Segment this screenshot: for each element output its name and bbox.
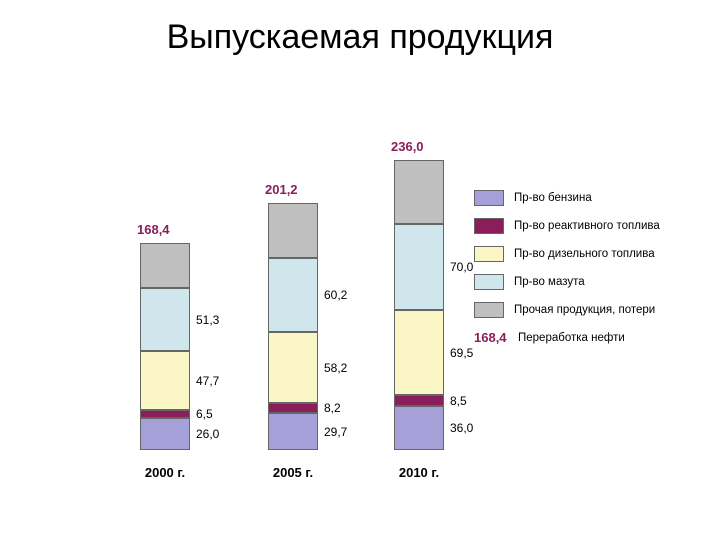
segment-value-label: 36,0 [450, 421, 473, 435]
legend-total-label: Переработка нефти [518, 332, 625, 344]
segment-value-label: 29,7 [324, 425, 347, 439]
bar-segment-other [394, 160, 444, 224]
legend-item: Пр-во дизельного топлива [474, 246, 714, 262]
bar-segment-jetfuel [268, 403, 318, 413]
legend-swatch-mazut [474, 274, 504, 290]
segment-value-label: 69,5 [450, 346, 473, 360]
legend-swatch-gasoline [474, 190, 504, 206]
segment-value-label: 47,7 [196, 374, 219, 388]
bar-segment-diesel [268, 332, 318, 404]
bar-total-label: 236,0 [391, 139, 424, 154]
legend: Пр-во бензина Пр-во реактивного топлива Пр… [474, 190, 714, 357]
bar-segment-jetfuel [140, 410, 190, 418]
legend-label: Прочая продукция, потери [514, 304, 655, 316]
bar-total-label: 168,4 [137, 222, 170, 237]
segment-value-label: 26,0 [196, 427, 219, 441]
legend-label: Пр-во реактивного топлива [514, 220, 660, 232]
bar-segment-gasoline [268, 413, 318, 450]
bar-segment-diesel [140, 351, 190, 410]
legend-total-example: 168,4 [474, 330, 512, 345]
segment-value-label: 60,2 [324, 288, 347, 302]
segment-value-label: 8,2 [324, 401, 341, 415]
slide: Выпускаемая продукция 26,0 6,5 47,7 51,3 168… [0, 0, 720, 540]
year-label: 2005 г. [258, 465, 328, 480]
segment-value-label: 70,0 [450, 260, 473, 274]
bar-total-label: 201,2 [265, 182, 298, 197]
year-label: 2000 г. [130, 465, 200, 480]
segment-value-label: 58,2 [324, 361, 347, 375]
page-title: Выпускаемая продукция [0, 18, 720, 57]
legend-swatch-other [474, 302, 504, 318]
legend-total-row: 168,4 Переработка нефти [474, 330, 714, 345]
bar-segment-gasoline [394, 406, 444, 450]
segment-value-label: 8,5 [450, 394, 467, 408]
bar-segment-mazut [140, 288, 190, 351]
segment-value-label: 51,3 [196, 313, 219, 327]
year-label: 2010 г. [384, 465, 454, 480]
bar-segment-other [268, 203, 318, 258]
stacked-bar-chart: 26,0 6,5 47,7 51,3 168,4 2000 г. 29,7 8,2 58,2 60… [100, 130, 470, 480]
legend-label: Пр-во мазута [514, 276, 585, 288]
legend-label: Пр-во бензина [514, 192, 592, 204]
legend-swatch-jetfuel [474, 218, 504, 234]
bar-segment-mazut [394, 224, 444, 310]
legend-item: Пр-во реактивного топлива [474, 218, 714, 234]
legend-item: Прочая продукция, потери [474, 302, 714, 318]
bar-segment-mazut [268, 258, 318, 332]
legend-swatch-diesel [474, 246, 504, 262]
legend-item: Пр-во бензина [474, 190, 714, 206]
bar-segment-diesel [394, 310, 444, 395]
legend-item: Пр-во мазута [474, 274, 714, 290]
bar-segment-other [140, 243, 190, 288]
legend-label: Пр-во дизельного топлива [514, 248, 655, 260]
segment-value-label: 6,5 [196, 407, 213, 421]
bar-segment-gasoline [140, 418, 190, 450]
bar-segment-jetfuel [394, 395, 444, 405]
